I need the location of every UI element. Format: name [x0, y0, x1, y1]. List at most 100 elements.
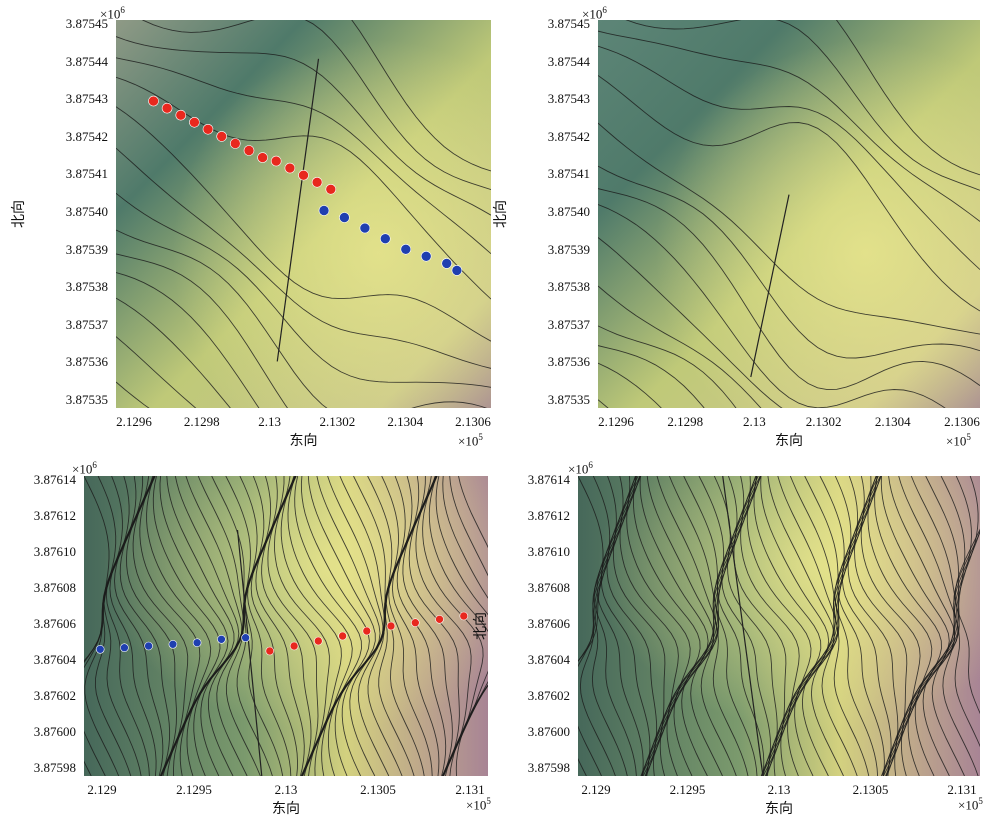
y-multiplier: ×106 — [100, 5, 125, 22]
data-point — [148, 95, 159, 107]
contour-line — [874, 476, 942, 776]
contour-line — [954, 528, 980, 715]
x-multiplier: ×105 — [458, 432, 483, 449]
x-tick-label: 2.1305 — [852, 782, 889, 797]
contour-line — [596, 476, 644, 776]
data-point — [95, 645, 105, 654]
data-point — [216, 131, 227, 142]
contour-line — [787, 476, 840, 776]
y-tick-label: 3.87610 — [33, 544, 76, 559]
x-tick-label: 2.1304 — [387, 414, 424, 429]
contour-line — [716, 476, 765, 776]
x-tick-label: 2.13 — [743, 414, 766, 429]
y-tick-label: 3.87608 — [33, 580, 76, 595]
x-axis-label: 东向 — [272, 802, 300, 817]
contour-line — [700, 476, 745, 776]
y-tick-label: 3.87540 — [65, 204, 108, 219]
data-point — [311, 177, 323, 188]
plot-area — [116, 20, 491, 408]
contour-line — [942, 529, 980, 776]
data-point — [289, 641, 299, 651]
contour-line — [116, 272, 260, 408]
contour-line — [931, 476, 979, 776]
y-tick-label: 3.87606 — [527, 616, 570, 631]
contour-line — [116, 336, 197, 408]
y-multiplier: ×106 — [72, 460, 97, 477]
contour-line — [598, 237, 783, 408]
x-tick-label: 2.1306 — [455, 414, 491, 429]
contour-line — [116, 229, 488, 408]
contour-line — [132, 476, 189, 776]
contour-line — [666, 476, 720, 776]
x-tick-label: 2.1296 — [598, 414, 634, 429]
contour-line — [598, 75, 980, 312]
contour-line — [880, 476, 950, 776]
contour-line — [922, 476, 972, 776]
y-tick-label: 3.87537 — [547, 316, 590, 332]
y-axis-label: 北向 — [12, 200, 27, 228]
y-tick-label: 3.87612 — [527, 508, 570, 523]
survey-line — [722, 476, 764, 776]
survey-line — [236, 529, 263, 776]
terrain-map — [598, 20, 980, 408]
data-point — [379, 233, 391, 244]
y-multiplier: ×106 — [568, 460, 593, 477]
data-point — [175, 109, 187, 121]
y-tick-label: 3.87606 — [33, 616, 76, 631]
contour-line — [294, 476, 362, 776]
contour-line — [578, 476, 604, 662]
x-tick-label: 2.1296 — [116, 414, 152, 429]
terrain-highlight — [598, 20, 980, 408]
data-point — [270, 155, 282, 167]
y-tick-label: 3.87608 — [527, 580, 570, 595]
data-point — [400, 244, 412, 255]
y-tick-label: 3.87600 — [527, 724, 570, 739]
x-tick-label: 2.1295 — [176, 782, 212, 797]
contour-line — [402, 476, 453, 776]
x-tick-label: 2.13 — [274, 782, 298, 797]
y-tick-label: 3.87612 — [33, 508, 76, 523]
contour-line — [867, 476, 933, 776]
contour-line — [435, 476, 488, 776]
y-tick-label: 3.87598 — [527, 760, 570, 775]
x-axis-label: 东向 — [775, 434, 803, 449]
contour-line — [598, 325, 737, 408]
data-point — [257, 152, 268, 163]
y-tick-label: 3.87544 — [547, 53, 590, 69]
data-point — [202, 124, 214, 135]
contour-line — [746, 476, 812, 776]
survey-line — [276, 58, 320, 362]
y-tick-label: 3.87536 — [65, 354, 108, 370]
y-tick-label: 3.87543 — [547, 91, 590, 107]
x-tick-label: 2.1298 — [183, 414, 220, 429]
contour-line — [84, 476, 110, 662]
contour-line — [598, 188, 980, 391]
y-tick-label: 3.87542 — [547, 128, 590, 144]
data-point — [362, 626, 372, 636]
data-point — [241, 633, 250, 642]
y-tick-label: 3.87614 — [33, 472, 76, 487]
contour-line — [152, 476, 221, 776]
x-tick-label: 2.129 — [87, 782, 117, 797]
y-tick-label: 3.87602 — [33, 688, 76, 703]
contour-line — [835, 20, 980, 176]
terrain-highlight — [578, 476, 980, 776]
contour-line — [126, 476, 177, 776]
y-tick-label: 3.87535 — [65, 392, 108, 407]
y-tick-label: 3.87602 — [527, 688, 570, 703]
data-point — [359, 222, 371, 234]
x-tick-label: 2.1302 — [319, 414, 356, 429]
x-axis-label: 东向 — [289, 434, 318, 449]
contour-line — [847, 476, 899, 776]
contour-line — [753, 476, 822, 776]
data-point — [217, 635, 226, 644]
data-point — [243, 145, 255, 156]
data-point — [168, 640, 178, 649]
contour-line — [408, 476, 460, 776]
contour-line — [84, 476, 130, 776]
data-point — [161, 102, 173, 114]
y-tick-label: 3.87541 — [547, 166, 590, 182]
contour-line — [832, 476, 872, 776]
x-multiplier: ×105 — [466, 796, 491, 813]
contour-line — [591, 476, 631, 776]
